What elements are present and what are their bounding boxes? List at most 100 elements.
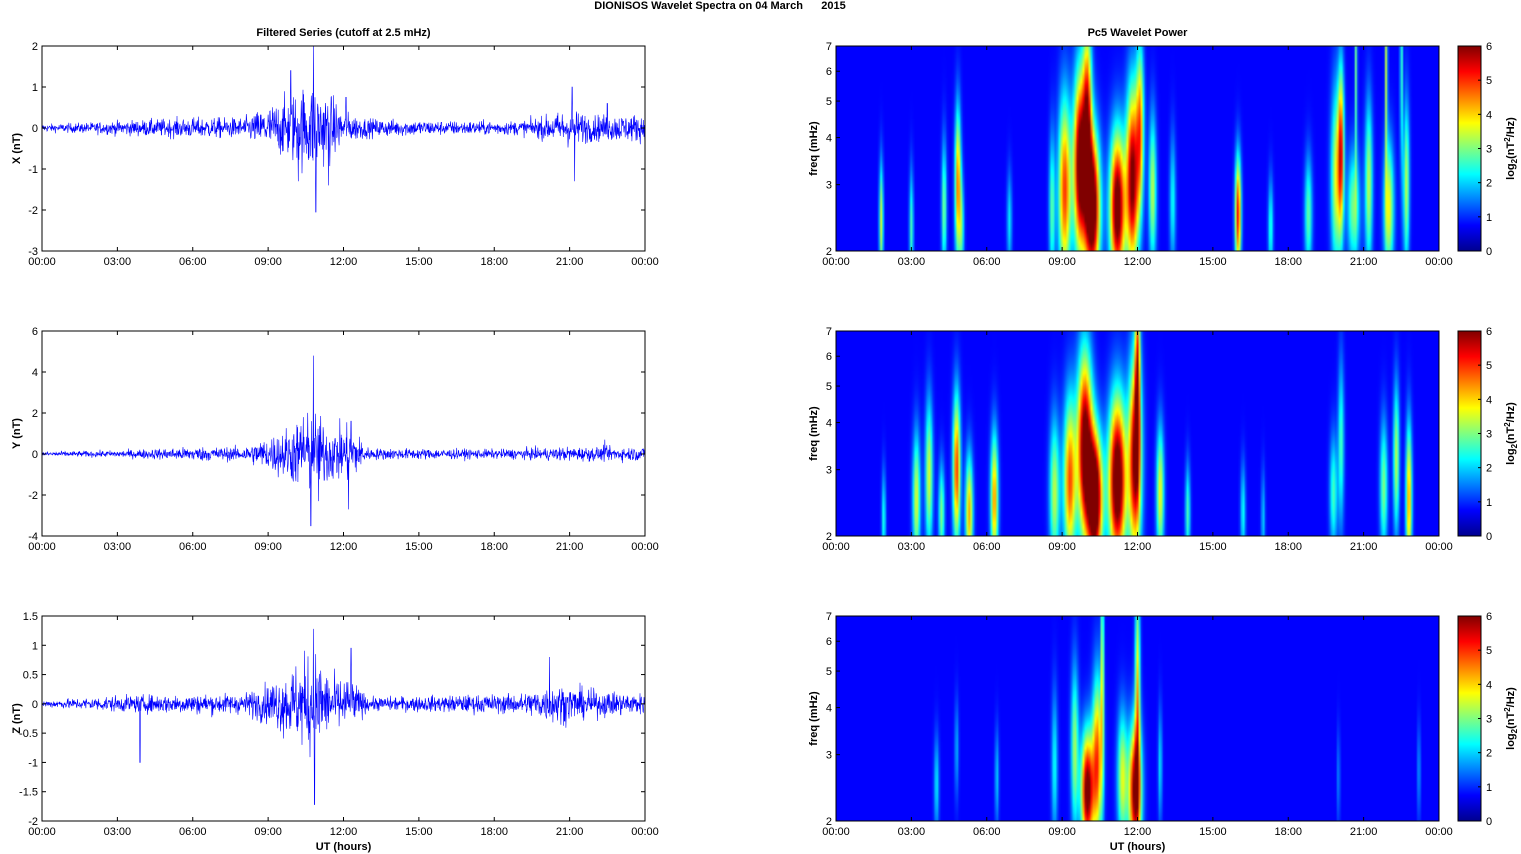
- x-tick-label: 03:00: [104, 256, 132, 268]
- wavelet-power-image: [836, 46, 1439, 251]
- ts-x-panel: -3 -2 -1 0 1 2 X (nT) 00:00 03:00 06:00 09:00 12:00…: [11, 27, 659, 268]
- x-tick-label: 15:00: [1199, 541, 1227, 553]
- y-tick-label: -2: [28, 490, 38, 502]
- colorbar-tick-label: 0: [1486, 246, 1492, 258]
- figure-title: DIONISOS Wavelet Spectra on 04 March 201…: [594, 0, 845, 12]
- x-tick-label: 15:00: [405, 541, 433, 553]
- y-tick-label: 6: [826, 636, 832, 648]
- series-line: [41, 355, 646, 527]
- x-tick-label: 00:00: [631, 256, 659, 268]
- series-line: [41, 628, 646, 805]
- panels: -3 -2 -1 0 1 2 X (nT) 00:00 03:00 06:00 09:00 12:00…: [11, 27, 1519, 853]
- y-tick-label: 0: [32, 699, 38, 711]
- y-tick-label: 2: [826, 246, 832, 258]
- x-tick-label: 12:00: [1124, 541, 1152, 553]
- y-tick-label: 2: [826, 816, 832, 828]
- y-axis-label: X (nT): [11, 133, 23, 164]
- y-tick-label: 2: [32, 41, 38, 53]
- colorbar-label-sup: 2: [1503, 422, 1512, 427]
- x-tick-label: 15:00: [405, 826, 433, 838]
- plot-area: [42, 46, 645, 251]
- y-tick-label: 4: [826, 418, 832, 430]
- y-tick-label: -1.5: [19, 787, 38, 799]
- y-tick-label: 2: [32, 408, 38, 420]
- x-tick-label: 00:00: [1425, 826, 1453, 838]
- colorbar-label-base: log: [1505, 163, 1517, 180]
- colorbar-tick-label: 1: [1486, 782, 1492, 794]
- y-tick-label: 0: [32, 123, 38, 135]
- y-tick-label: 2: [826, 531, 832, 543]
- colorbar-tick-label: 4: [1486, 109, 1492, 121]
- colorbar-tick-label: 6: [1486, 326, 1492, 338]
- colorbar-tick-label: 5: [1486, 645, 1492, 657]
- x-tick-label: 06:00: [179, 541, 207, 553]
- y-tick-label: 0: [32, 449, 38, 461]
- colorbar-tick-label: 5: [1486, 360, 1492, 372]
- y-tick-label: -0.5: [19, 728, 38, 740]
- panel-title: Filtered Series (cutoff at 2.5 mHz): [256, 27, 431, 39]
- x-tick-label: 06:00: [179, 826, 207, 838]
- colorbar-label-sub: 2: [1510, 728, 1519, 733]
- x-tick-label: 21:00: [556, 826, 584, 838]
- y-tick-label: -2: [28, 816, 38, 828]
- y-tick-label: 1: [32, 82, 38, 94]
- x-tick-label: 21:00: [1350, 541, 1378, 553]
- colorbar-label-end: /Hz): [1505, 687, 1517, 708]
- colorbar-tick-label: 6: [1486, 611, 1492, 623]
- wavelet-power-image: [836, 331, 1439, 536]
- x-tick-label: 06:00: [973, 541, 1001, 553]
- colorbar-label: log2(nT2/Hz): [1503, 117, 1519, 180]
- colorbar-label-base: log: [1505, 448, 1517, 465]
- wp-x-panel: 2 3 4 5 6 7 freq (mHz) 00:00 03:00 06:00 09:00 12:0…: [808, 27, 1519, 268]
- x-tick-label: 03:00: [104, 541, 132, 553]
- x-tick-label: 12:00: [330, 826, 358, 838]
- x-tick-label: 00:00: [28, 826, 56, 838]
- colorbar-tick-label: 0: [1486, 531, 1492, 543]
- x-tick-label: 09:00: [1048, 541, 1076, 553]
- x-tick-label: 09:00: [254, 826, 282, 838]
- y-tick-label: 3: [826, 465, 832, 477]
- panel-title: Pc5 Wavelet Power: [1088, 27, 1189, 39]
- colorbar-label-sub: 2: [1510, 443, 1519, 448]
- y-tick-label: 4: [32, 367, 38, 379]
- x-tick-label: 03:00: [898, 256, 926, 268]
- x-tick-label: 15:00: [1199, 826, 1227, 838]
- colorbar-tick-label: 2: [1486, 463, 1492, 475]
- wp-z-panel: 2 3 4 5 6 7 freq (mHz) 00:00 03:00 06:00 09:00 12:0…: [808, 611, 1519, 853]
- y-tick-label: 0.5: [23, 670, 38, 682]
- x-tick-label: 00:00: [28, 256, 56, 268]
- y-tick-label: 7: [826, 326, 832, 338]
- x-tick-label: 12:00: [1124, 256, 1152, 268]
- y-tick-label: 7: [826, 41, 832, 53]
- y-tick-label: 5: [826, 96, 832, 108]
- x-tick-label: 06:00: [973, 826, 1001, 838]
- y-tick-label: -4: [28, 531, 38, 543]
- colorbar-label-sup: 2: [1503, 137, 1512, 142]
- colorbar-label-sup: 2: [1503, 707, 1512, 712]
- colorbar-tick-label: 3: [1486, 144, 1492, 156]
- x-tick-label: 03:00: [898, 541, 926, 553]
- x-axis-label: UT (hours): [316, 841, 372, 853]
- x-tick-label: 18:00: [1274, 256, 1302, 268]
- y-tick-label: 5: [826, 666, 832, 678]
- x-tick-label: 12:00: [330, 541, 358, 553]
- y-tick-label: 1.5: [23, 611, 38, 623]
- y-tick-label: -2: [28, 205, 38, 217]
- x-tick-label: 00:00: [822, 256, 850, 268]
- y-axis-label: freq (mHz): [808, 691, 820, 746]
- y-tick-label: 3: [826, 180, 832, 192]
- colorbar-label-end: /Hz): [1505, 117, 1517, 138]
- colorbar-tick-label: 6: [1486, 41, 1492, 53]
- colorbar-label-sub: 2: [1510, 158, 1519, 163]
- y-tick-label: 7: [826, 611, 832, 623]
- colorbar: [1457, 45, 1482, 252]
- plot-area: [42, 616, 645, 821]
- y-tick-label: 6: [826, 351, 832, 363]
- x-tick-label: 03:00: [104, 826, 132, 838]
- colorbar-tick-label: 4: [1486, 679, 1492, 691]
- colorbar-label: log2(nT2/Hz): [1503, 402, 1519, 465]
- wavelet-power-image: [836, 616, 1439, 821]
- y-axis-label: freq (mHz): [808, 406, 820, 461]
- x-tick-label: 00:00: [822, 826, 850, 838]
